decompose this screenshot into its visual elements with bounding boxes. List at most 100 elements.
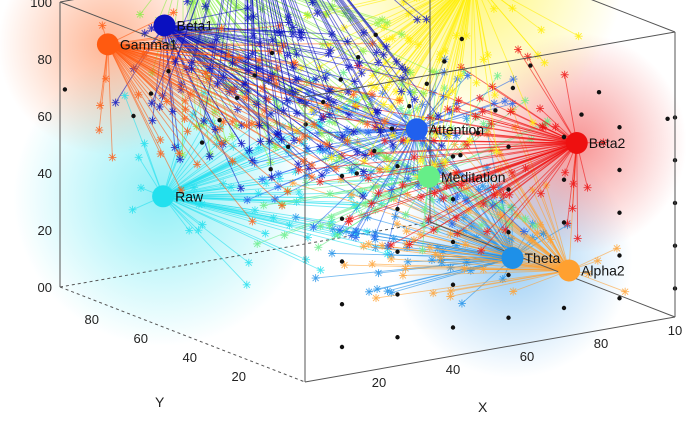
star-marker (442, 181, 451, 190)
star-marker (396, 104, 405, 113)
ray-gamma2 (284, 0, 294, 28)
node-label-meditation: Meditation (441, 169, 506, 185)
star-marker (477, 246, 486, 255)
z-tick-label: 60 (38, 109, 52, 124)
star-marker (343, 136, 352, 145)
star-marker (583, 183, 592, 192)
star-marker (452, 241, 461, 250)
node-label-beta1: Beta1 (177, 18, 214, 34)
star-marker (457, 299, 466, 308)
ray-delta (201, 0, 207, 10)
star-marker (327, 213, 336, 222)
star-marker (379, 50, 388, 59)
node-label-theta: Theta (525, 250, 561, 266)
star-marker (463, 140, 472, 149)
lattice-point (339, 173, 345, 179)
star-marker (253, 239, 262, 248)
ray-beta1 (164, 22, 289, 26)
ray-raw (162, 120, 207, 197)
ray-alpha1 (476, 0, 489, 56)
ray-alpha2 (344, 264, 570, 271)
lattice-point (510, 85, 516, 91)
star-marker (178, 150, 187, 159)
star-marker (367, 80, 376, 89)
ray-delta (316, 0, 383, 21)
star-marker (345, 164, 354, 173)
ray-gamma1 (107, 43, 253, 125)
ray-gamma2 (282, 0, 294, 35)
ray-gamma2 (314, 0, 394, 146)
star-marker (505, 190, 514, 199)
ray-gamma2 (272, 0, 293, 92)
star-marker (488, 201, 497, 210)
star-marker (327, 249, 336, 258)
star-marker (283, 96, 292, 105)
star-marker (386, 241, 395, 250)
star-marker (316, 266, 325, 275)
ray-beta2 (474, 142, 577, 181)
star-marker (479, 119, 488, 128)
star-marker (156, 135, 165, 144)
node-raw (152, 185, 175, 208)
ray-alpha1 (447, 0, 469, 96)
ray-beta2 (509, 142, 578, 196)
axis-ticks: 00 20 40 60 80 100 20 40 60 80 20 40 60 80 10 (30, 0, 682, 390)
star-marker (299, 139, 308, 148)
star-marker (368, 71, 377, 80)
star-marker (324, 49, 333, 58)
star-marker (537, 25, 546, 34)
star-marker (362, 92, 371, 101)
ray-alpha2 (396, 223, 570, 271)
star-marker (228, 59, 237, 68)
star-marker (136, 183, 145, 192)
ray-gamma2 (251, 0, 261, 142)
star-marker (493, 189, 502, 198)
ray-attention (339, 128, 418, 231)
ray-gamma2 (191, 0, 210, 63)
star-marker (475, 94, 484, 103)
star-marker (297, 96, 306, 105)
star-marker (419, 89, 428, 98)
ray-raw (162, 146, 234, 197)
ray-gamma1 (107, 44, 233, 162)
star-marker (248, 156, 257, 165)
star-marker (482, 163, 491, 172)
node-beta2 (565, 132, 588, 154)
ray-alpha2 (375, 270, 570, 299)
ray-beta2 (576, 142, 579, 239)
ray-alpha1 (490, 0, 545, 64)
lattice-point (617, 125, 622, 130)
star-marker (387, 254, 396, 263)
ray-beta2 (455, 142, 577, 174)
star-marker (244, 66, 253, 75)
star-marker (434, 112, 443, 121)
ray-attention (351, 128, 417, 171)
star-marker (439, 162, 448, 171)
ray-gamma1 (107, 44, 113, 158)
star-marker (319, 112, 328, 121)
star-marker (211, 107, 220, 116)
star-marker (498, 275, 507, 284)
lattice-point (354, 171, 359, 176)
star-marker (341, 9, 350, 18)
star-marker (286, 97, 295, 106)
star-marker (483, 227, 492, 236)
star-marker (315, 146, 324, 155)
lattice-point (217, 118, 222, 123)
star-marker (443, 91, 452, 100)
lattice-point (339, 216, 345, 221)
ray-delta (139, 0, 152, 15)
lattice-point (395, 206, 400, 212)
ray-beta1 (164, 25, 358, 153)
star-marker (521, 96, 530, 105)
ray-beta2 (517, 49, 578, 144)
star-marker (173, 142, 182, 151)
star-marker (403, 243, 412, 252)
star-marker (405, 240, 414, 249)
star-marker (297, 28, 306, 37)
star-marker (428, 67, 437, 76)
ray-alpha1 (409, 0, 452, 42)
star-marker (376, 128, 385, 137)
ray-delta (206, 0, 277, 124)
